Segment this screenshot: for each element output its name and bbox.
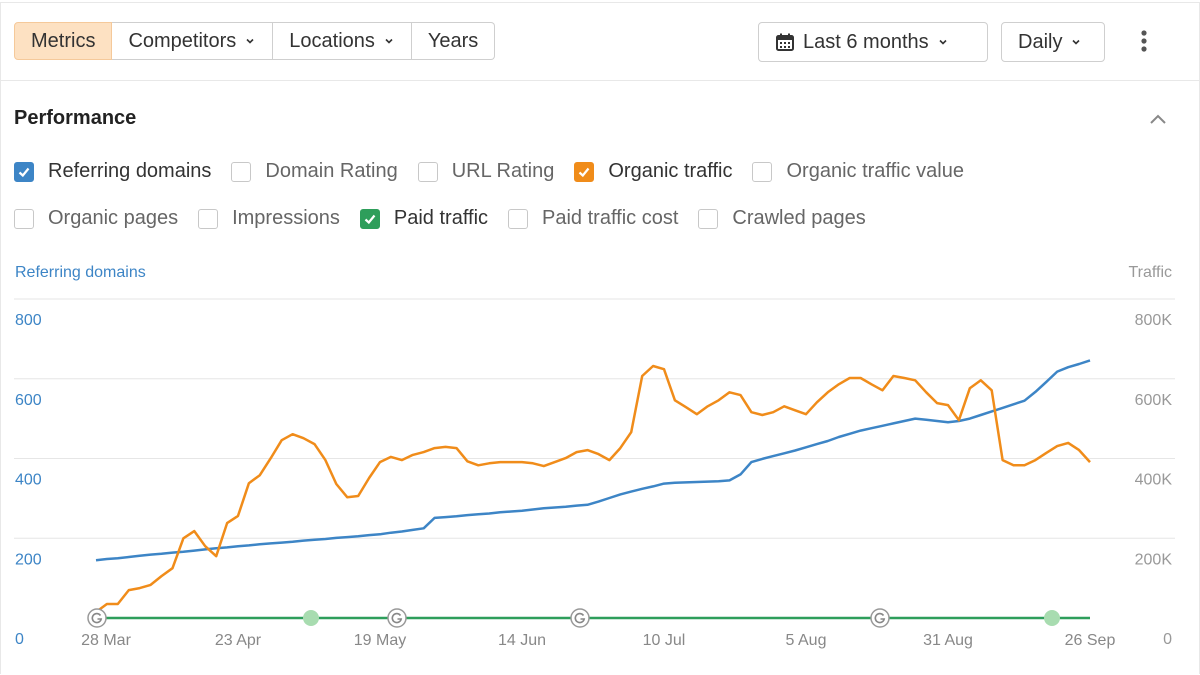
series-line (95, 364, 1091, 614)
tab-label: Locations (289, 29, 375, 52)
calendar-icon (776, 33, 794, 51)
y2-tick-label: 800K (1135, 312, 1173, 329)
chevron (246, 38, 254, 44)
metric-label: Organic traffic value (786, 160, 964, 182)
update-icon-glyph (391, 612, 403, 624)
checkbox (231, 161, 252, 182)
tab-label: Competitors (128, 29, 237, 52)
x-tick-label: 23 Apr (215, 632, 262, 649)
y2-tick-label: 600K (1135, 392, 1173, 409)
period-label: Last 6 months (803, 30, 929, 53)
y-tick-label: 600 (15, 392, 42, 409)
tab[interactable]: Years (411, 22, 496, 60)
checkbox (698, 208, 719, 229)
metric-checkbox[interactable]: Referring domains (14, 160, 211, 183)
more-menu[interactable] (1136, 28, 1152, 56)
chevron (385, 38, 393, 44)
update-icon (87, 608, 107, 628)
metric-label: Paid traffic cost (542, 207, 679, 229)
x-tick-label: 5 Aug (786, 632, 827, 649)
metric-checkbox[interactable]: Crawled pages (698, 207, 866, 230)
metric-label: Referring domains (48, 160, 212, 182)
checkbox (14, 208, 34, 229)
tab[interactable]: Competitors (112, 22, 274, 60)
interval-label: Daily (1018, 30, 1063, 53)
tab-label: Years (427, 29, 479, 52)
metric-checkbox[interactable]: Organic pages (14, 207, 178, 230)
checkbox (752, 161, 773, 182)
metric-label: Domain Rating (265, 160, 398, 182)
chevron-path (246, 38, 254, 44)
tab-label: Metrics (31, 29, 96, 52)
section-title: Performance (14, 107, 137, 129)
check-path (579, 167, 590, 177)
event-dot (1044, 610, 1060, 626)
x-tick-label: 19 May (354, 632, 406, 649)
metric-row: Organic pages Impressions Paid traffic Paid… (14, 207, 886, 230)
metric-row: Referring domains Domain Rating URL Rating… (14, 160, 984, 183)
check-icon (18, 167, 30, 177)
collapse-button[interactable] (1148, 110, 1168, 130)
update-icon (570, 608, 590, 628)
separator (0, 80, 1200, 81)
checkbox (359, 208, 380, 229)
x-tick-label: 14 Jun (498, 632, 546, 649)
checkbox (508, 208, 529, 229)
update-icon-glyph (874, 612, 886, 624)
x-tick-label: 31 Aug (923, 632, 973, 649)
check-path (18, 167, 30, 177)
y2-tick-label: 0 (1163, 631, 1172, 648)
metric-checkbox[interactable]: Paid traffic cost (508, 207, 678, 230)
update-icon (387, 608, 407, 628)
metric-label: Impressions (232, 207, 340, 229)
update-icon-glyph (91, 612, 103, 624)
metric-checkbox[interactable]: Organic traffic value (752, 160, 964, 183)
event-dot (303, 610, 319, 626)
checkbox (14, 161, 34, 182)
y2-tick-label: 200K (1135, 551, 1173, 568)
metric-checkbox[interactable]: Paid traffic (359, 207, 489, 230)
checkbox (417, 161, 438, 182)
update-icon-glyph (574, 612, 586, 624)
metric-label: Organic pages (48, 207, 179, 229)
y-tick-label: 0 (15, 631, 24, 648)
metric-label: Organic traffic (608, 160, 733, 182)
period-button[interactable]: Last 6 months (758, 22, 988, 62)
checkbox (198, 208, 219, 229)
metric-checkbox[interactable]: URL Rating (417, 160, 555, 183)
y-tick-label: 400 (15, 472, 42, 489)
x-tick-label: 10 Jul (643, 632, 686, 649)
check-path (364, 214, 376, 224)
y-tick-label: 800 (15, 312, 42, 329)
y-axis-title: Referring domains (15, 264, 146, 281)
metric-label: Paid traffic (393, 207, 489, 229)
metric-label: Crawled pages (732, 207, 866, 229)
chevron-path (385, 38, 393, 44)
y2-tick-label: 400K (1135, 472, 1173, 489)
chevron (939, 39, 947, 45)
check-icon (579, 167, 590, 177)
metric-label: URL Rating (451, 160, 555, 182)
check-icon (364, 214, 376, 224)
x-tick-label: 28 Mar (81, 632, 131, 649)
toolbar: Metrics Competitors Locations Years (14, 22, 496, 60)
metric-checkbox[interactable]: Impressions (198, 207, 340, 230)
tab[interactable]: Metrics (14, 22, 113, 60)
y2-axis-title: Traffic (1128, 264, 1172, 281)
x-tick-label: 26 Sep (1065, 632, 1116, 649)
interval-button[interactable]: Daily (1001, 22, 1105, 62)
metric-checkbox[interactable]: Organic traffic (574, 160, 732, 183)
tab[interactable]: Locations (273, 22, 412, 60)
checkbox (574, 161, 595, 182)
update-icon (870, 608, 890, 628)
series-line (95, 359, 1091, 562)
metric-checkbox[interactable]: Domain Rating (231, 160, 398, 183)
chevron (1072, 39, 1081, 45)
y-tick-label: 200 (15, 551, 42, 568)
